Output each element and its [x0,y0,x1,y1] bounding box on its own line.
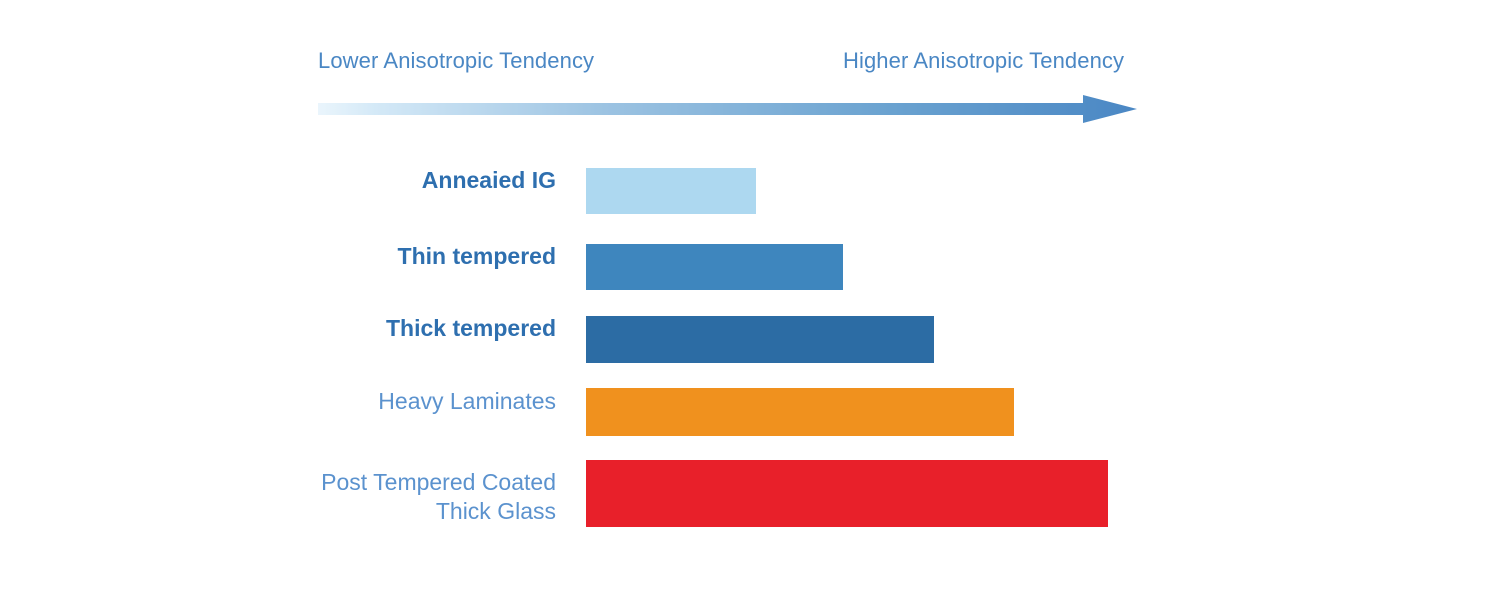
category-label-heavy-laminates: Heavy Laminates [378,388,556,414]
bar-post-tempered-coated-thick-glass [586,460,1108,527]
bar-thin-tempered [586,244,843,290]
axis-label-higher: Higher Anisotropic Tendency [843,48,1125,73]
axis-label-lower: Lower Anisotropic Tendency [318,48,595,73]
category-label-thin-tempered: Thin tempered [397,243,556,269]
bar-anneaied-ig [586,168,756,214]
category-label-anneaied-ig: Anneaied IG [421,167,556,193]
category-label-post-tempered-coated-thick-glass: Post Tempered Coated Thick Glass [321,469,556,524]
category-label-thick-tempered: Thick tempered [386,315,556,341]
bar-heavy-laminates [586,388,1014,436]
gradient-arrow-right [318,92,1142,128]
bar-thick-tempered [586,316,934,363]
